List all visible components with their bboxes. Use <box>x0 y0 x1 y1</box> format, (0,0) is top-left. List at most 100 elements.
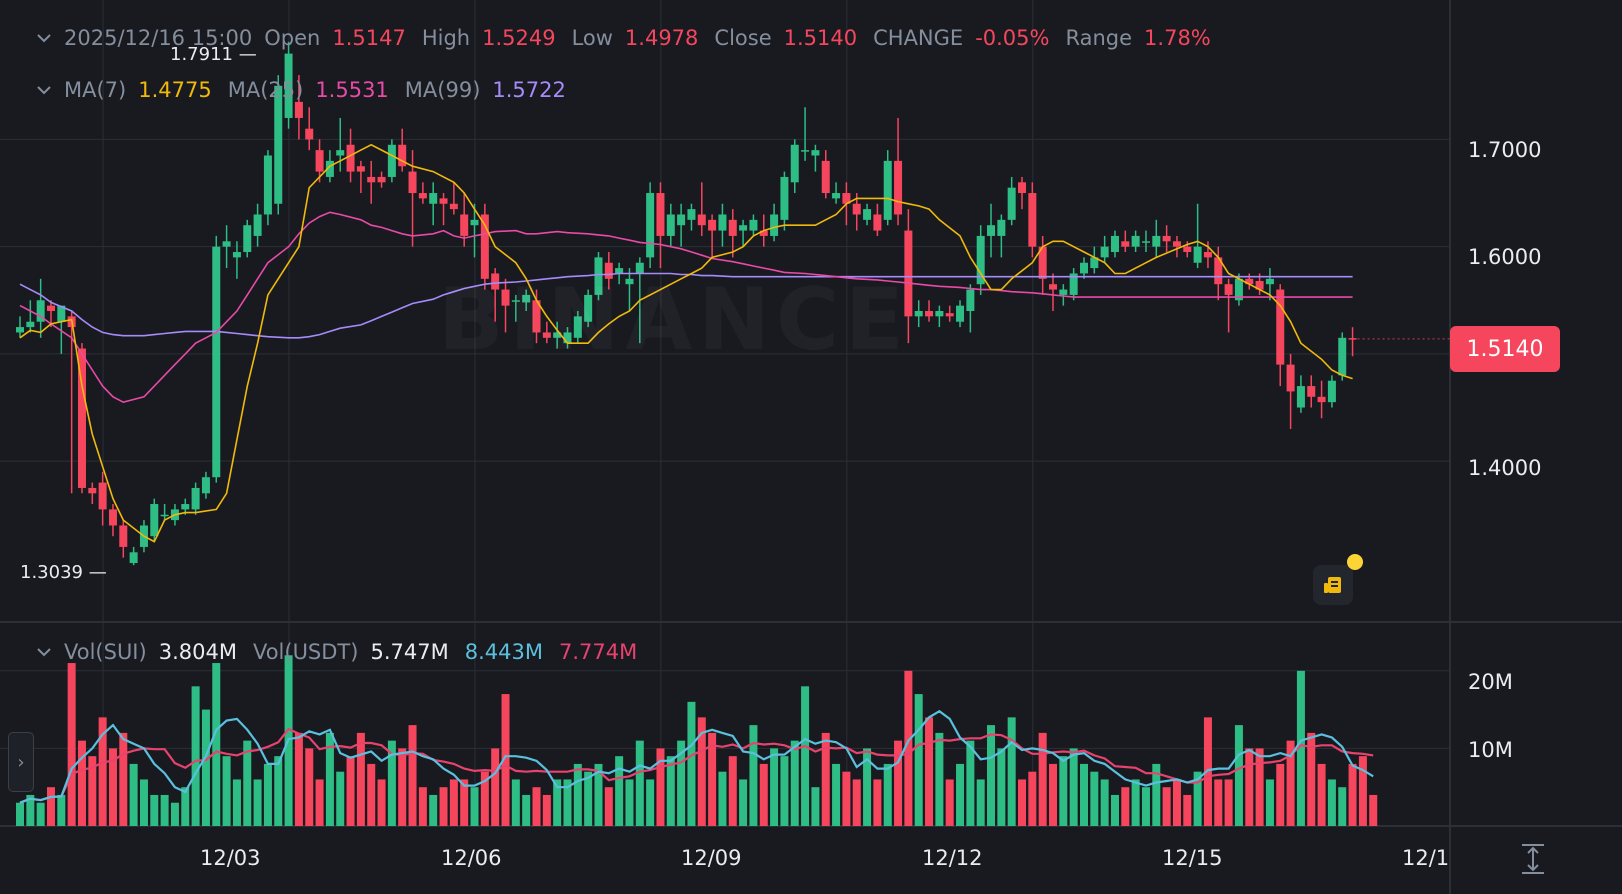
volume-tick: 10M <box>1468 738 1513 762</box>
candle-body <box>1079 262 1088 274</box>
volume-bar <box>956 763 965 826</box>
candle-body <box>635 262 644 274</box>
volume-bar <box>935 732 944 826</box>
volume-bar <box>1358 756 1367 826</box>
volume-bar <box>129 763 138 826</box>
candle-body <box>222 241 231 247</box>
volume-bar <box>563 779 572 826</box>
candle-body <box>77 348 86 488</box>
candle-body <box>801 150 810 152</box>
candle-body <box>666 214 675 236</box>
volume-bar <box>1131 779 1140 826</box>
volume-bar <box>253 779 262 826</box>
candle-body <box>470 219 479 226</box>
open-value: 1.5147 <box>332 26 406 50</box>
candle-body <box>398 144 407 167</box>
candle-body <box>377 176 386 183</box>
low-label: Low <box>571 26 613 50</box>
candle-body <box>956 305 965 322</box>
volume-bar <box>1152 763 1161 826</box>
volume-bar <box>770 748 779 826</box>
price-tick: 1.4000 <box>1468 456 1542 480</box>
open-label: Open <box>264 26 321 50</box>
candle-body <box>759 230 768 236</box>
volume-bar <box>966 740 975 826</box>
candle-body <box>1038 246 1047 279</box>
volume-bar <box>1265 779 1274 826</box>
volume-bar <box>263 763 272 826</box>
volume-bar <box>739 779 748 826</box>
volume-bar <box>1049 763 1057 826</box>
candle-body <box>687 209 696 220</box>
volume-bar <box>305 748 314 826</box>
ma7-label: MA(7) <box>64 78 127 102</box>
candle-body <box>573 316 582 338</box>
volume-bar <box>346 756 355 826</box>
candle-body <box>325 160 334 177</box>
candle-body <box>542 332 551 338</box>
volume-bar <box>181 787 190 826</box>
volume-bar <box>108 748 117 826</box>
vol-ma1-value: 8.443M <box>464 640 543 664</box>
expand-sidebar-button[interactable]: › <box>8 732 34 792</box>
candle-body <box>46 305 55 311</box>
ma-legend: MA(7) 1.4775 MA(25) 1.5531 MA(99) 1.5722 <box>36 76 582 104</box>
high-label: High <box>421 26 471 50</box>
volume-bar <box>873 779 882 826</box>
volume-bar <box>356 732 365 826</box>
resize-axis-icon[interactable] <box>1518 842 1548 876</box>
candle-body <box>553 332 562 338</box>
candle-body <box>181 504 190 510</box>
candle-body <box>480 214 489 279</box>
candle-body <box>315 150 324 172</box>
candle-body <box>1265 278 1274 285</box>
volume-bar <box>553 779 562 826</box>
candle-body <box>201 477 210 494</box>
vol-usdt-value: 5.747M <box>370 640 449 664</box>
candle-body <box>945 313 954 317</box>
volume-bar <box>997 748 1006 826</box>
volume-bar <box>191 686 200 826</box>
candle-body <box>1028 193 1037 247</box>
candle-body <box>914 311 923 317</box>
news-button[interactable] <box>1313 565 1353 605</box>
ma25-line <box>19 211 1353 404</box>
candle-body <box>1090 257 1099 269</box>
candle-body <box>532 300 541 333</box>
candle-body <box>1162 235 1171 242</box>
candle-body <box>232 252 241 258</box>
volume-bar <box>687 701 696 826</box>
volume-bar <box>1348 763 1357 826</box>
chevron-down-icon[interactable] <box>36 30 52 46</box>
chevron-down-icon[interactable] <box>36 644 52 660</box>
volume-bar <box>811 787 820 826</box>
candle-body <box>697 214 706 226</box>
price-tick: 1.7000 <box>1468 138 1542 162</box>
ma99-label: MA(99) <box>404 78 481 102</box>
volume-bar <box>139 779 148 826</box>
chevron-down-icon[interactable] <box>36 82 52 98</box>
candle-body <box>1286 364 1295 392</box>
volume-bar <box>1214 779 1223 826</box>
candle-body <box>1121 241 1130 247</box>
candle-body <box>108 509 117 526</box>
volume-bar <box>1369 794 1378 826</box>
last-price-badge: 1.5140 <box>1450 326 1560 372</box>
vol-sui-value: 3.804M <box>158 640 237 664</box>
volume-bar <box>418 787 427 826</box>
price-tick: 1.6000 <box>1468 245 1542 269</box>
change-value: -0.05% <box>975 26 1050 50</box>
ohlc-legend: 2025/12/16 15:00 Open 1.5147 High 1.5249… <box>36 24 1227 52</box>
candle-body <box>615 268 624 274</box>
volume-bar <box>852 779 861 826</box>
volume-bar <box>697 717 706 826</box>
candle-body <box>987 225 996 236</box>
volume-bar <box>98 717 107 826</box>
volume-bar <box>594 763 603 826</box>
volume-bar <box>1100 779 1109 826</box>
news-icon <box>1324 577 1341 593</box>
candle-body <box>873 214 882 231</box>
volume-bar <box>325 732 334 826</box>
candle-body <box>1069 273 1078 295</box>
